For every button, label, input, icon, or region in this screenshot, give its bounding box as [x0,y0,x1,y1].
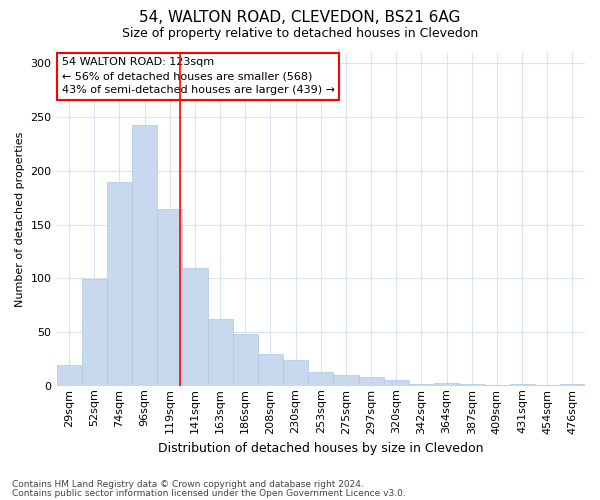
Text: 54 WALTON ROAD: 123sqm
← 56% of detached houses are smaller (568)
43% of semi-de: 54 WALTON ROAD: 123sqm ← 56% of detached… [62,58,335,96]
Bar [82,280,107,386]
Bar [258,354,283,386]
Bar [484,384,509,386]
Bar [107,182,132,386]
Bar [233,334,258,386]
Bar [157,210,182,386]
X-axis label: Distribution of detached houses by size in Clevedon: Distribution of detached houses by size … [158,442,484,455]
Text: Contains HM Land Registry data © Crown copyright and database right 2024.: Contains HM Land Registry data © Crown c… [12,480,364,489]
Bar [182,268,208,386]
Bar [409,384,434,386]
Bar [560,384,585,386]
Bar [509,384,535,386]
Y-axis label: Number of detached properties: Number of detached properties [15,132,25,307]
Bar [459,384,484,386]
Bar [535,384,560,386]
Bar [383,380,409,386]
Bar [434,382,459,386]
Bar [132,124,157,386]
Bar [308,372,334,386]
Bar [283,360,308,386]
Bar [208,319,233,386]
Bar [56,366,82,386]
Text: Contains public sector information licensed under the Open Government Licence v3: Contains public sector information licen… [12,489,406,498]
Text: 54, WALTON ROAD, CLEVEDON, BS21 6AG: 54, WALTON ROAD, CLEVEDON, BS21 6AG [139,10,461,25]
Text: Size of property relative to detached houses in Clevedon: Size of property relative to detached ho… [122,28,478,40]
Bar [359,377,383,386]
Bar [334,375,359,386]
